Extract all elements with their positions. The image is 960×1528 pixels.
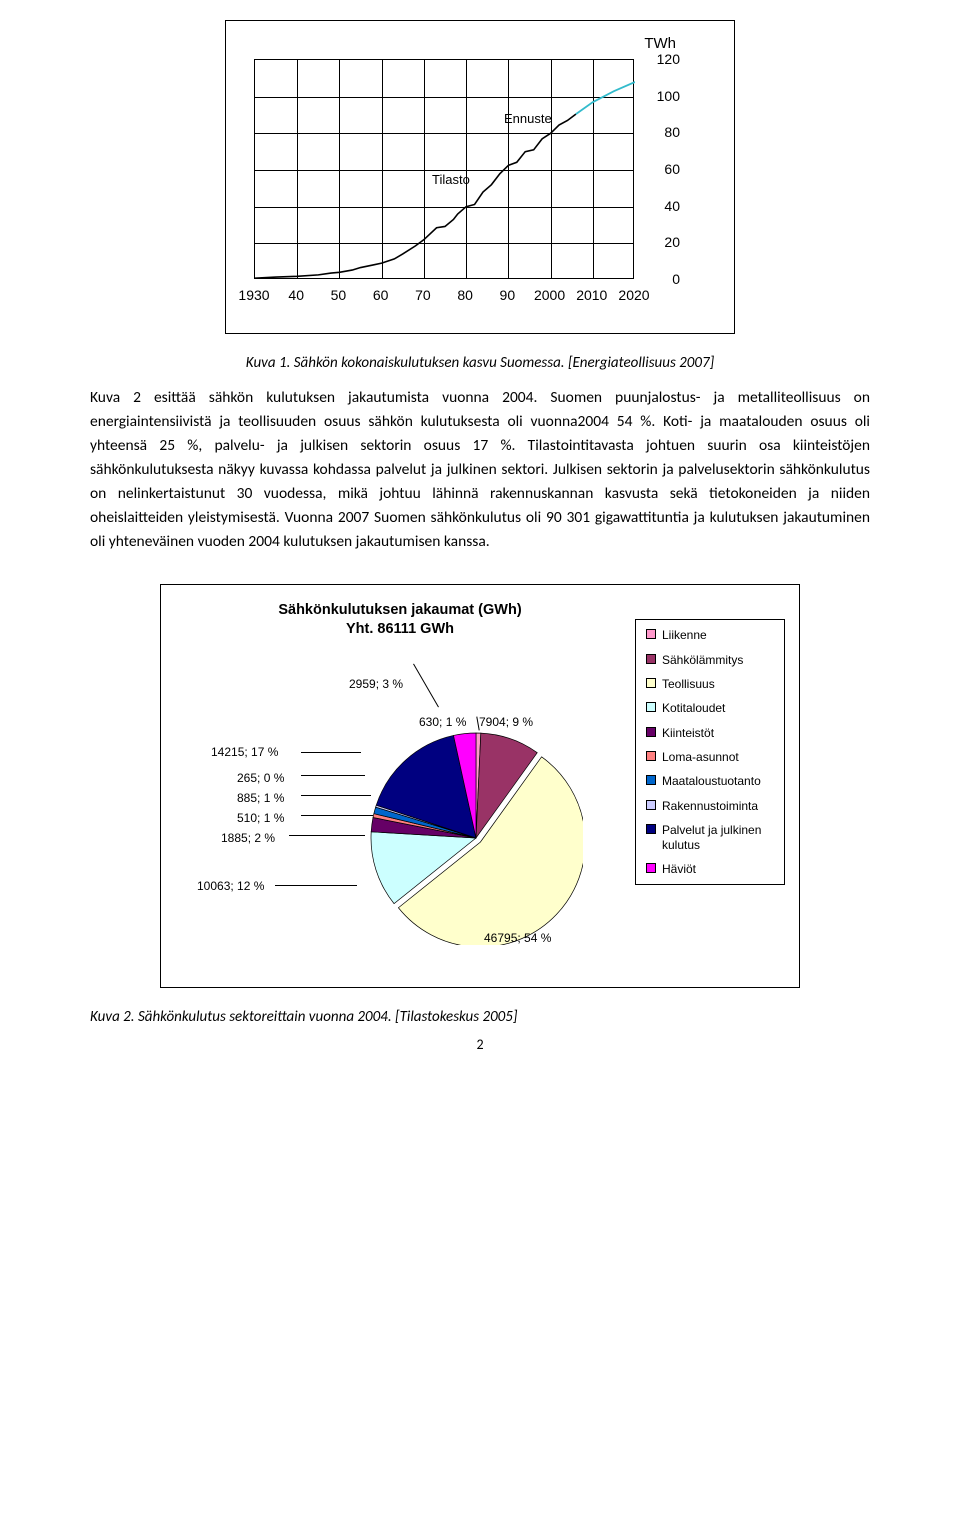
legend-swatch xyxy=(646,727,656,737)
x-tick-label: 2020 xyxy=(618,287,649,303)
line-chart-container: TWh Ennuste Tilasto 0 20 40 60 80 100 120 1930 4… xyxy=(225,20,735,334)
x-tick-label: 90 xyxy=(500,287,516,303)
legend-label: Palvelut ja julkinen kulutus xyxy=(662,823,774,852)
x-tick-label: 1930 xyxy=(238,287,269,303)
legend-swatch xyxy=(646,824,656,834)
y-tick-label: 0 xyxy=(672,271,680,287)
pie-chart-container: Sähkönkulutuksen jakaumat (GWh) Yht. 861… xyxy=(160,584,800,988)
legend-label: Maataloustuotanto xyxy=(662,774,761,788)
pie-slice-label: 265; 0 % xyxy=(237,771,284,785)
y-tick-label: 60 xyxy=(664,161,680,177)
pie-slice-label: 14215; 17 % xyxy=(211,745,278,759)
legend: Liikenne Sähkölämmitys Teollisuus Kotitalou… xyxy=(635,619,785,885)
pie-stage: 2959; 3 % 630; 1 % 7904; 9 % 46795; 54 % 100… xyxy=(179,643,621,973)
legend-item: Kotitaloudet xyxy=(646,701,774,715)
y-tick-label: 40 xyxy=(664,198,680,214)
anno-forecast: Ennuste xyxy=(504,111,552,126)
x-tick-label: 60 xyxy=(373,287,389,303)
legend-label: Liikenne xyxy=(662,628,707,642)
x-tick-label: 80 xyxy=(457,287,473,303)
pie-title-l1: Sähkönkulutuksen jakaumat (GWh) xyxy=(278,602,521,618)
legend-swatch xyxy=(646,702,656,712)
x-tick-label: 2010 xyxy=(576,287,607,303)
unit-label: TWh xyxy=(644,35,676,52)
x-tick-label: 40 xyxy=(288,287,304,303)
pie-slice-label: 2959; 3 % xyxy=(349,677,403,691)
legend-item: Maataloustuotanto xyxy=(646,774,774,788)
legend-item: Teollisuus xyxy=(646,677,774,691)
plot-area xyxy=(254,59,634,279)
pie-title-l2: Yht. 86111 GWh xyxy=(346,621,454,637)
pie-slice-label: 510; 1 % xyxy=(237,811,284,825)
legend-label: Rakennustoiminta xyxy=(662,799,758,813)
legend-label: Loma-asunnot xyxy=(662,750,739,764)
pie-slice-label: 630; 1 % xyxy=(419,715,466,729)
x-tick-label: 50 xyxy=(331,287,347,303)
figure1-caption: Kuva 1. Sähkön kokonaiskulutuksen kasvu … xyxy=(90,354,870,372)
y-tick-label: 20 xyxy=(664,234,680,250)
line-chart: TWh Ennuste Tilasto 0 20 40 60 80 100 120 1930 4… xyxy=(234,29,726,329)
x-tick-label: 2000 xyxy=(534,287,565,303)
y-tick-label: 100 xyxy=(657,88,680,104)
legend-swatch xyxy=(646,654,656,664)
x-tick-label: 70 xyxy=(415,287,431,303)
legend-swatch xyxy=(646,800,656,810)
legend-item: Häviöt xyxy=(646,862,774,876)
legend-item: Kiinteistöt xyxy=(646,726,774,740)
pie-slice-label: 1885; 2 % xyxy=(221,831,275,845)
legend-swatch xyxy=(646,751,656,761)
legend-label: Kotitaloudet xyxy=(662,701,725,715)
page-number: 2 xyxy=(90,1036,870,1053)
legend-item: Liikenne xyxy=(646,628,774,642)
legend-item: Rakennustoiminta xyxy=(646,799,774,813)
legend-label: Sähkölämmitys xyxy=(662,653,743,667)
legend-item: Loma-asunnot xyxy=(646,750,774,764)
legend-swatch xyxy=(646,863,656,873)
pie-slice-label: 7904; 9 % xyxy=(479,715,533,729)
pie-title: Sähkönkulutuksen jakaumat (GWh) Yht. 861… xyxy=(179,601,621,639)
legend-label: Kiinteistöt xyxy=(662,726,714,740)
legend-swatch xyxy=(646,775,656,785)
legend-swatch xyxy=(646,629,656,639)
figure2-caption: Kuva 2. Sähkönkulutus sektoreittain vuon… xyxy=(90,1008,870,1026)
legend-label: Teollisuus xyxy=(662,677,715,691)
body-paragraph: Kuva 2 esittää sähkön kulutuksen jakautu… xyxy=(90,386,870,554)
y-tick-label: 80 xyxy=(664,124,680,140)
legend-label: Häviöt xyxy=(662,862,696,876)
legend-swatch xyxy=(646,678,656,688)
anno-stat: Tilasto xyxy=(432,172,470,187)
pie-slice-label: 10063; 12 % xyxy=(197,879,264,893)
legend-item: Palvelut ja julkinen kulutus xyxy=(646,823,774,852)
y-tick-label: 120 xyxy=(657,51,680,67)
pie-slice-label: 46795; 54 % xyxy=(484,931,551,945)
pie-slice-label: 885; 1 % xyxy=(237,791,284,805)
legend-item: Sähkölämmitys xyxy=(646,653,774,667)
